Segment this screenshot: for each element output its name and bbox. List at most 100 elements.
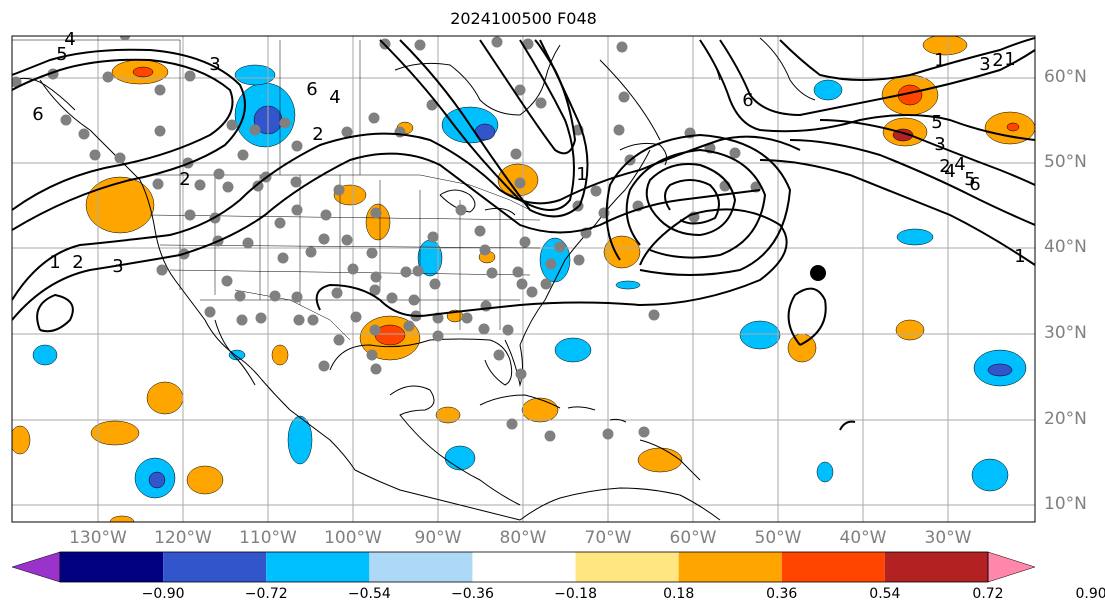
station-dot — [426, 99, 438, 111]
colorbar-tick-label: −0.90 — [141, 586, 185, 602]
colorbar-tick-label: 0.36 — [766, 586, 798, 602]
station-dot — [366, 349, 378, 361]
station-dot — [234, 290, 246, 302]
station-dot — [252, 180, 264, 192]
station-dot — [512, 266, 524, 278]
station-dot — [221, 275, 233, 287]
colorbar — [11, 551, 1036, 583]
anomaly-shading-region — [271, 344, 289, 366]
colorbar-frame — [59, 551, 989, 583]
station-dot — [318, 233, 330, 245]
longitude-label: 30°W — [924, 528, 972, 548]
contour-label: 2 — [179, 169, 190, 190]
latitude-label: 30°N — [1044, 323, 1087, 343]
anomaly-shading-region — [922, 36, 968, 56]
station-dot — [455, 204, 467, 216]
anomaly-shading-region — [1006, 122, 1020, 132]
colorbar-cell — [163, 552, 267, 582]
colorbar-tick-label: 0.72 — [972, 586, 1004, 602]
storm-center-marker — [810, 265, 826, 281]
station-dot — [506, 418, 518, 430]
station-dot — [277, 252, 289, 264]
colorbar-cell — [884, 552, 988, 582]
station-dot — [78, 128, 90, 140]
station-dot — [602, 428, 614, 440]
colorbar-tick-label: −0.36 — [450, 586, 494, 602]
contour-label: 6 — [742, 90, 753, 111]
station-dot — [526, 286, 538, 298]
station-dot — [333, 334, 345, 346]
anomaly-shading-region — [739, 320, 781, 350]
contour-label: 6 — [969, 174, 980, 195]
station-dot — [152, 178, 164, 190]
station-dot — [320, 209, 332, 221]
station-dot — [493, 349, 505, 361]
contour-label: 3 — [979, 54, 990, 75]
anomaly-shading-region — [186, 465, 224, 495]
colorbar-tick-label: 0.54 — [869, 586, 901, 602]
station-dot — [414, 39, 426, 51]
station-dot — [648, 309, 660, 321]
station-dot — [729, 147, 741, 159]
station-dot — [613, 124, 625, 136]
anomaly-shading-region — [987, 363, 1013, 377]
station-dot — [341, 234, 353, 246]
anomaly-shading-region — [896, 228, 934, 246]
station-dot — [89, 149, 101, 161]
station-dot — [386, 292, 398, 304]
station-dot — [293, 314, 305, 326]
station-dot — [369, 284, 381, 296]
contour-label: 2 — [939, 156, 950, 177]
station-dot — [236, 314, 248, 326]
contour-label: 5 — [56, 44, 67, 65]
contour-label: 1 — [1004, 49, 1015, 70]
station-dot — [318, 360, 330, 372]
station-dot — [394, 126, 406, 138]
contour-label: 1 — [49, 252, 60, 273]
station-dot — [412, 265, 424, 277]
anomaly-shading-region — [615, 280, 641, 290]
shaded-anomalies — [12, 36, 1035, 522]
station-dot — [474, 225, 486, 237]
colorbar-cell — [472, 552, 576, 582]
contour-label: 2 — [312, 124, 323, 145]
anomaly-shading-region — [444, 445, 476, 471]
anomaly-shading-region — [146, 381, 184, 415]
anomaly-shading-region — [12, 425, 31, 455]
anomaly-shading-region — [435, 406, 461, 424]
colorbar-tick-label: 0.18 — [663, 586, 695, 602]
station-dot — [154, 84, 166, 96]
station-dot — [535, 97, 547, 109]
station-dot — [516, 278, 528, 290]
anomaly-shading-region — [813, 79, 843, 101]
station-dot — [269, 290, 281, 302]
colorbar-extend-high — [987, 551, 1036, 583]
longitude-label: 90°W — [414, 528, 462, 548]
longitude-label: 120°W — [154, 528, 212, 548]
political-borders — [12, 39, 541, 341]
colorbar-cell — [369, 552, 473, 582]
contour-label: 6 — [32, 104, 43, 125]
station-dot — [590, 185, 602, 197]
contour-label: 3 — [209, 54, 220, 75]
anomaly-shading-region — [132, 66, 154, 78]
contour-label: 5 — [964, 169, 975, 190]
latitude-label: 20°N — [1044, 409, 1087, 429]
contour-label: 1 — [934, 50, 945, 71]
station-dot — [616, 41, 628, 53]
station-dot — [515, 368, 527, 380]
contour-label: 4 — [954, 154, 965, 175]
map-title: 2024100500 F048 — [450, 9, 597, 28]
latitude-label: 50°N — [1044, 152, 1087, 172]
station-dot — [274, 217, 286, 229]
station-dot — [119, 36, 131, 41]
station-dot — [291, 140, 303, 152]
latitude-label: 60°N — [1044, 67, 1087, 87]
station-dot — [554, 241, 566, 253]
station-dot — [347, 263, 359, 275]
contour-label: 4 — [944, 161, 955, 182]
latitude-label: 40°N — [1044, 237, 1087, 257]
anomaly-shading-region — [603, 235, 641, 269]
anomaly-shading-region — [90, 420, 140, 446]
station-dot — [486, 267, 498, 279]
